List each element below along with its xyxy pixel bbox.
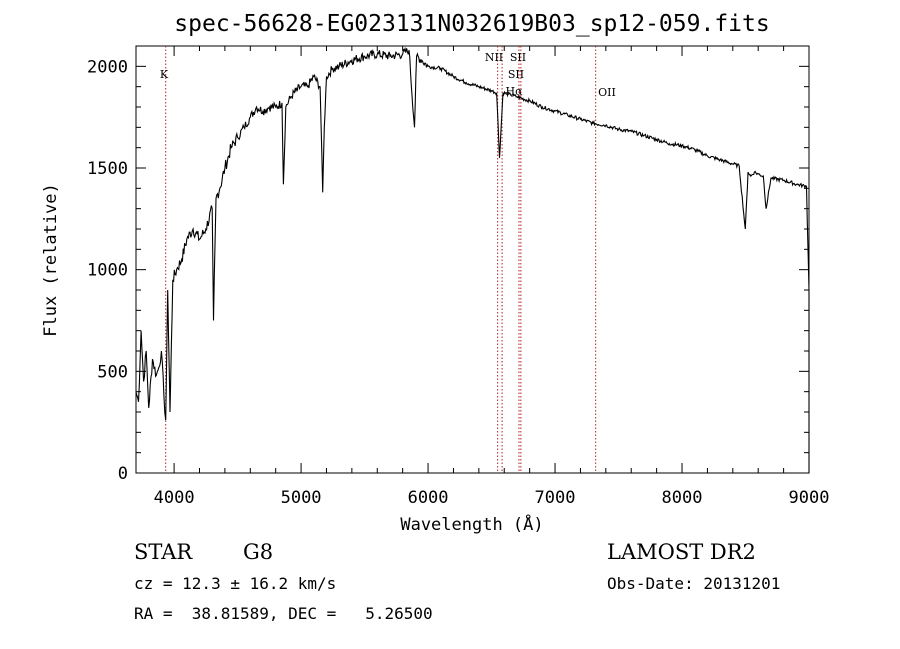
y-tick-label: 0 bbox=[118, 464, 128, 484]
x-tick-label: 9000 bbox=[789, 488, 830, 508]
object-subclass: G8 bbox=[243, 540, 273, 564]
redshift-cz: cz = 12.3 ± 16.2 km/s bbox=[134, 574, 336, 593]
object-class: STAR bbox=[134, 540, 193, 564]
spectral-line-markers bbox=[165, 46, 597, 473]
x-tick-label: 4000 bbox=[154, 488, 195, 508]
line-label-oii: OII bbox=[598, 86, 616, 99]
x-tick-label: 8000 bbox=[662, 488, 703, 508]
x-axis-label: Wavelength (Å) bbox=[400, 513, 543, 535]
x-tick-label: 7000 bbox=[535, 488, 576, 508]
y-tick-label: 2000 bbox=[87, 57, 128, 77]
y-axis-ticks bbox=[136, 45, 809, 474]
y-axis-tick-labels: 0 500 1000 1500 2000 bbox=[87, 57, 128, 484]
plot-frame bbox=[135, 45, 810, 474]
x-tick-label: 5000 bbox=[281, 488, 322, 508]
y-tick-label: 1500 bbox=[87, 159, 128, 179]
survey-name: LAMOST DR2 bbox=[607, 540, 756, 564]
chart-title: spec-56628-EG023131N032619B03_sp12-059.f… bbox=[174, 11, 769, 37]
x-tick-label: 6000 bbox=[408, 488, 449, 508]
coordinates: RA = 38.81589, DEC = 5.26500 bbox=[134, 604, 433, 623]
y-tick-label: 500 bbox=[97, 362, 128, 382]
line-label-sii-mid: SII bbox=[508, 68, 524, 81]
obs-date: Obs-Date: 20131201 bbox=[607, 574, 780, 593]
line-label-halpha: Hα bbox=[505, 85, 523, 98]
spectrum-line bbox=[135, 46, 810, 473]
line-label-k: K bbox=[160, 68, 169, 81]
y-axis-label: Flux (relative) bbox=[41, 183, 61, 337]
line-label-sii-top: SII bbox=[510, 51, 526, 64]
line-label-nii: NII bbox=[485, 51, 503, 64]
y-tick-label: 1000 bbox=[87, 261, 128, 281]
x-axis-tick-labels: 4000 5000 6000 7000 8000 9000 bbox=[154, 488, 830, 508]
